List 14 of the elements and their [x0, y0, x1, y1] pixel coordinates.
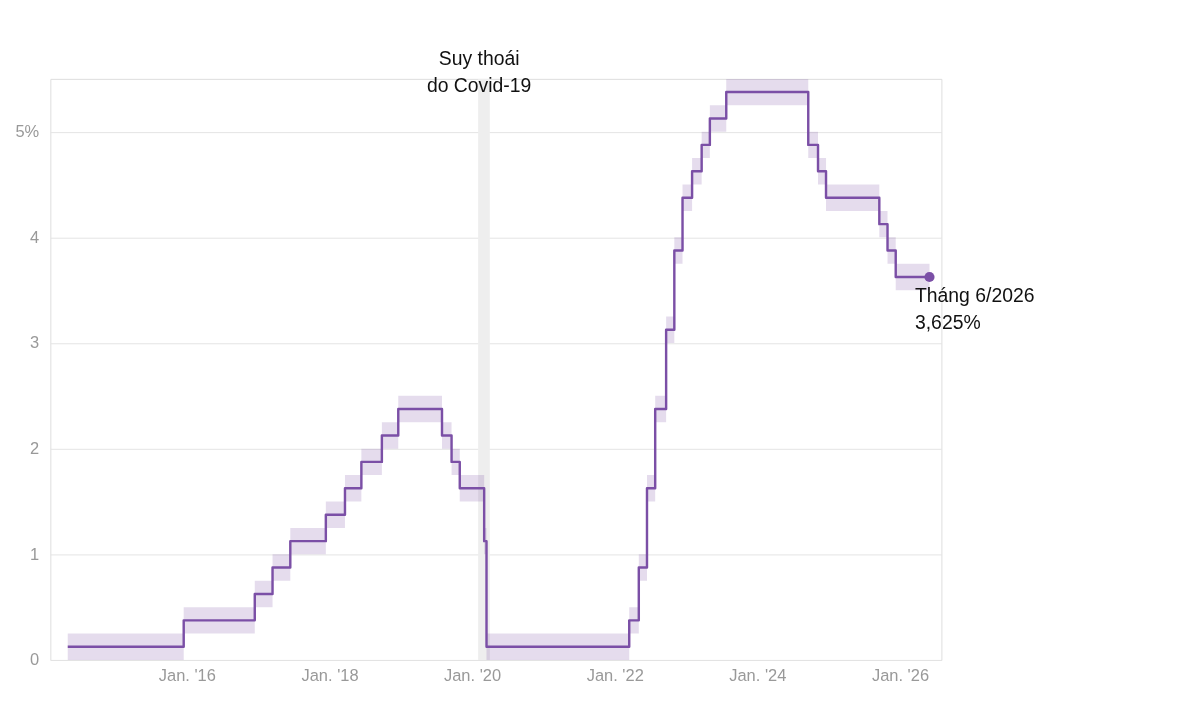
y-tick-label: 3	[30, 333, 40, 352]
x-tick-label: Jan. '16	[158, 665, 216, 684]
annotation: Tháng 6/2026 3,625%	[914, 284, 1035, 334]
x-tick-label: Jan. '20	[443, 665, 502, 684]
y-tick-label: 0	[30, 650, 40, 669]
x-tick-label: Jan. '18	[301, 665, 359, 684]
y-tick-label: 2	[30, 439, 40, 457]
x-tick-label: Jan. '26	[871, 665, 930, 684]
x-tick-label: Jan. '24	[729, 665, 787, 684]
band-label: Suy thoái do Covid-19	[426, 47, 532, 97]
y-tick-label: 4	[30, 227, 40, 246]
y-tick-label: 1	[30, 544, 40, 563]
y-tick-label: 5%	[15, 122, 40, 141]
x-tick-label: Jan. '22	[586, 665, 644, 684]
